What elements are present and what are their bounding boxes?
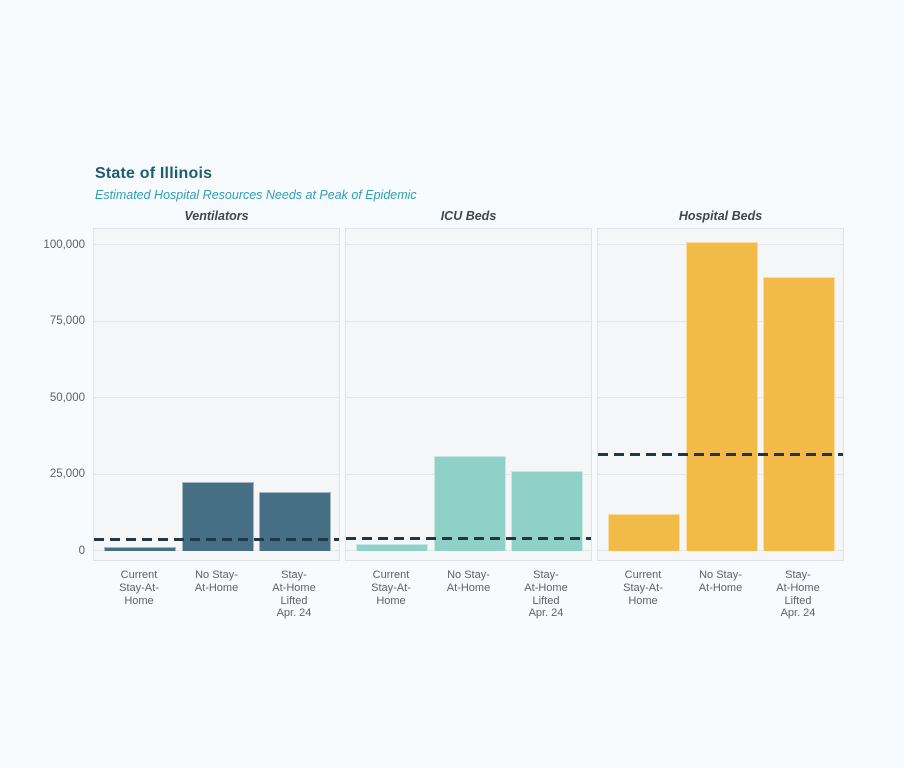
x-tick-label-ventilators-current-stay-at-home: Current Stay-At- Home — [119, 569, 159, 607]
facet-title-hospital-beds: Hospital Beds — [678, 209, 763, 223]
facet-title-icu-beds: ICU Beds — [440, 209, 497, 223]
bar-hospital-beds-stay-at-home-lifted-apr-24 — [763, 277, 835, 551]
gridline-0 — [346, 550, 591, 551]
gridline-0 — [598, 550, 843, 551]
plot-area-icu-beds — [345, 228, 592, 561]
y-axis: 0 25,000 50,000 75,000 100,000 — [0, 228, 85, 561]
gridline-100-000 — [94, 244, 339, 246]
x-tick-label-hospital-beds-no-stay-at-home: No Stay- At-Home — [698, 569, 743, 594]
chart-subtitle: Estimated Hospital Resources Needs at Pe… — [95, 188, 417, 202]
gridline-0 — [94, 550, 339, 551]
facet-hospital-beds: Hospital Beds Current Stay-At- Home No Sta… — [597, 209, 844, 633]
x-tick-label-icu-beds-no-stay-at-home: No Stay- At-Home — [446, 569, 491, 594]
y-tick-label-25-000: 25,000 — [49, 468, 85, 481]
chart-title: State of Illinois — [95, 165, 213, 182]
bar-icu-beds-stay-at-home-lifted-apr-24 — [511, 471, 583, 551]
capacity-dashed-line-hospital-beds — [598, 452, 843, 456]
capacity-dashed-line-ventilators — [94, 538, 339, 541]
y-tick-label-100-000: 100,000 — [43, 238, 85, 251]
plot-area-ventilators — [93, 228, 340, 561]
bar-hospital-beds-no-stay-at-home — [685, 241, 758, 551]
facet-panels: Ventilators Current Stay-At- Home No Stay-… — [93, 209, 844, 633]
gridline-100-000 — [346, 244, 591, 246]
x-tick-label-icu-beds-stay-at-home-lifted-apr-24: Stay- At-Home Lifted Apr. 24 — [524, 569, 568, 620]
facet-title-ventilators: Ventilators — [184, 209, 249, 223]
gridline-75-000 — [346, 320, 591, 322]
x-axis-labels-icu-beds: Current Stay-At- Home No Stay- At-Home Sta… — [345, 569, 592, 633]
x-tick-label-ventilators-no-stay-at-home: No Stay- At-Home — [194, 569, 239, 594]
bar-ventilators-stay-at-home-lifted-apr-24 — [259, 492, 331, 551]
gridline-50-000 — [94, 397, 339, 399]
y-tick-label-75-000: 75,000 — [49, 315, 85, 328]
facet-icu-beds: ICU Beds Current Stay-At- Home No Stay- At… — [345, 209, 592, 633]
x-axis-labels-hospital-beds: Current Stay-At- Home No Stay- At-Home Sta… — [597, 569, 844, 633]
facet-ventilators: Ventilators Current Stay-At- Home No Stay-… — [93, 209, 340, 633]
gridline-75-000 — [94, 320, 339, 322]
bar-icu-beds-no-stay-at-home — [433, 455, 506, 551]
bar-ventilators-current-stay-at-home — [104, 546, 176, 551]
x-tick-label-hospital-beds-stay-at-home-lifted-apr-24: Stay- At-Home Lifted Apr. 24 — [776, 569, 820, 620]
x-tick-label-icu-beds-current-stay-at-home: Current Stay-At- Home — [371, 569, 411, 607]
gridline-50-000 — [346, 397, 591, 399]
bar-icu-beds-current-stay-at-home — [356, 544, 428, 551]
plot-area-hospital-beds — [597, 228, 844, 561]
x-tick-label-ventilators-stay-at-home-lifted-apr-24: Stay- At-Home Lifted Apr. 24 — [272, 569, 316, 620]
capacity-dashed-line-icu-beds — [346, 537, 591, 541]
gridline-25-000 — [94, 473, 339, 475]
y-tick-label-50-000: 50,000 — [49, 391, 85, 404]
bar-hospital-beds-current-stay-at-home — [608, 513, 680, 551]
x-axis-labels-ventilators: Current Stay-At- Home No Stay- At-Home Sta… — [93, 569, 340, 633]
y-tick-label-0: 0 — [78, 544, 85, 557]
x-tick-label-hospital-beds-current-stay-at-home: Current Stay-At- Home — [623, 569, 663, 607]
